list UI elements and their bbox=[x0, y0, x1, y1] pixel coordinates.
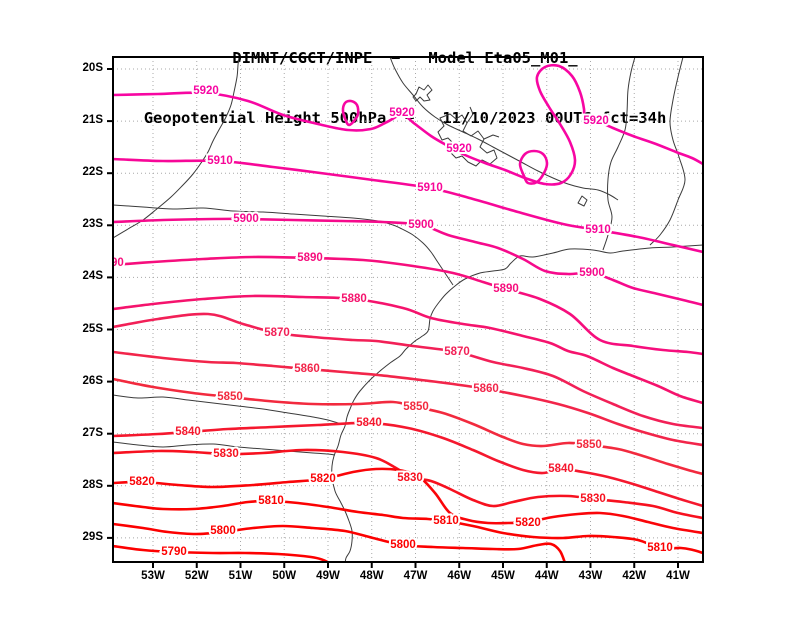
contour-labels: 5920 5920 5920 5920 5910 5910 5910 5900 5900 5900… bbox=[103, 83, 675, 560]
contour-label-5830: 5830 bbox=[580, 493, 606, 505]
contour-label-5840: 5840 bbox=[548, 463, 574, 475]
contour-label-5920: 5920 bbox=[389, 107, 415, 119]
contour-5830 bbox=[113, 448, 703, 520]
contour-label-5900: 5900 bbox=[233, 213, 259, 225]
contour-5850 bbox=[113, 377, 703, 476]
contour-label-5890: 5890 bbox=[297, 252, 323, 264]
contour-5920 bbox=[113, 63, 703, 186]
reservoir-branch-a bbox=[466, 106, 474, 124]
plot-area: 5920 5920 5920 5920 5910 5910 5910 5900 5900 5900… bbox=[107, 56, 704, 568]
contour-label-5910: 5910 bbox=[207, 155, 233, 167]
contour-label-5920: 5920 bbox=[193, 85, 219, 97]
river-northwest bbox=[113, 57, 240, 239]
lon-tick-51W: 51W bbox=[228, 570, 253, 582]
geography-layer bbox=[113, 57, 703, 562]
contour-5840 bbox=[113, 421, 703, 508]
lat-tick-24S: 24S bbox=[82, 270, 103, 283]
contour-label-5850: 5850 bbox=[403, 401, 429, 413]
contour-5800 bbox=[113, 522, 567, 562]
graticule-grid bbox=[113, 57, 703, 562]
contour-label-5840: 5840 bbox=[356, 417, 382, 429]
lat-tick-23S: 23S bbox=[82, 218, 103, 231]
contour-label-5830: 5830 bbox=[213, 448, 239, 460]
contour-label-5880: 5880 bbox=[341, 293, 367, 305]
contour-label-5830: 5830 bbox=[397, 472, 423, 484]
contour-label-5790: 5790 bbox=[161, 546, 187, 558]
contour-label-5920: 5920 bbox=[583, 115, 609, 127]
contour-lines bbox=[113, 63, 703, 562]
plot-frame bbox=[112, 56, 704, 563]
contour-label-5860: 5860 bbox=[473, 383, 499, 395]
contour-label-5920: 5920 bbox=[446, 143, 472, 155]
reservoir-small bbox=[412, 84, 433, 102]
lon-tick-44W: 44W bbox=[534, 570, 559, 582]
contour-label-5850: 5850 bbox=[576, 439, 602, 451]
contour-label-5860: 5860 bbox=[294, 363, 320, 375]
contour-5860 bbox=[113, 350, 703, 447]
contour-label-5840: 5840 bbox=[175, 426, 201, 438]
lon-tick-42W: 42W bbox=[622, 570, 647, 582]
axis-ticks bbox=[107, 68, 679, 568]
lon-tick-46W: 46W bbox=[447, 570, 472, 582]
contour-5880 bbox=[113, 294, 703, 405]
contour-label-5820: 5820 bbox=[310, 473, 336, 485]
contour-5920 bbox=[341, 99, 360, 127]
contour-label-5820: 5820 bbox=[515, 517, 541, 529]
lat-tick-29S: 29S bbox=[82, 530, 103, 543]
lon-tick-45W: 45W bbox=[491, 570, 515, 582]
contour-5820 bbox=[113, 467, 703, 535]
contour-label-5900: 5900 bbox=[408, 219, 434, 231]
lat-tick-21S: 21S bbox=[82, 114, 103, 127]
reservoir-branch-b bbox=[483, 134, 500, 140]
contour-5790 bbox=[113, 544, 331, 562]
contour-label-5850: 5850 bbox=[217, 391, 243, 403]
lat-tick-25S: 25S bbox=[82, 322, 103, 335]
lat-tick-28S: 28S bbox=[82, 478, 103, 491]
contour-5920 bbox=[518, 149, 549, 185]
contour-label-5810: 5810 bbox=[433, 515, 459, 527]
lat-tick-27S: 27S bbox=[82, 426, 103, 439]
lat-tick-26S: 26S bbox=[82, 374, 103, 387]
contour-label-5820: 5820 bbox=[129, 476, 155, 488]
contour-5900 bbox=[113, 217, 703, 307]
state-border-lower bbox=[113, 441, 336, 456]
lake-small-east bbox=[577, 195, 588, 207]
lon-tick-50W: 50W bbox=[272, 570, 297, 582]
contour-map-canvas: 5920 5920 5920 5920 5910 5910 5910 5900 5900 5900… bbox=[103, 56, 704, 568]
lon-tick-41W: 41W bbox=[666, 570, 690, 582]
lon-tick-49W: 49W bbox=[316, 570, 340, 582]
contour-label-5810: 5810 bbox=[258, 495, 284, 507]
lon-tick-47W: 47W bbox=[403, 570, 428, 582]
contour-label-5900: 5900 bbox=[579, 267, 605, 279]
contour-5890 bbox=[113, 255, 703, 356]
state-border-northeast bbox=[649, 57, 686, 246]
contour-label-5800: 5800 bbox=[390, 539, 416, 551]
contour-label-5870: 5870 bbox=[444, 346, 470, 358]
contour-5870 bbox=[113, 312, 703, 430]
state-border-mid bbox=[113, 394, 342, 425]
contour-label-5800: 5800 bbox=[210, 525, 236, 537]
state-border-north bbox=[389, 57, 619, 201]
contour-label-5890: 5890 bbox=[103, 257, 124, 269]
lon-tick-48W: 48W bbox=[359, 570, 384, 582]
lon-tick-43W: 43W bbox=[578, 570, 603, 582]
coastline bbox=[331, 244, 703, 562]
contour-label-5910: 5910 bbox=[585, 224, 611, 236]
contour-label-5870: 5870 bbox=[264, 327, 290, 339]
contour-5910 bbox=[113, 157, 703, 254]
lon-tick-53W: 53W bbox=[141, 570, 165, 582]
state-border-right bbox=[602, 57, 636, 251]
lon-tick-52W: 52W bbox=[184, 570, 209, 582]
contour-label-5910: 5910 bbox=[417, 182, 443, 194]
contour-5810 bbox=[113, 499, 703, 555]
lat-tick-22S: 22S bbox=[82, 166, 103, 179]
lat-tick-20S: 20S bbox=[82, 62, 103, 74]
contour-label-5810: 5810 bbox=[647, 542, 673, 554]
chart-title: DIMNT/CGCT/INPE − Model Eta05_M01_ Geopo… bbox=[113, 8, 697, 168]
contour-label-5890: 5890 bbox=[493, 283, 519, 295]
state-border-upper bbox=[113, 204, 454, 286]
